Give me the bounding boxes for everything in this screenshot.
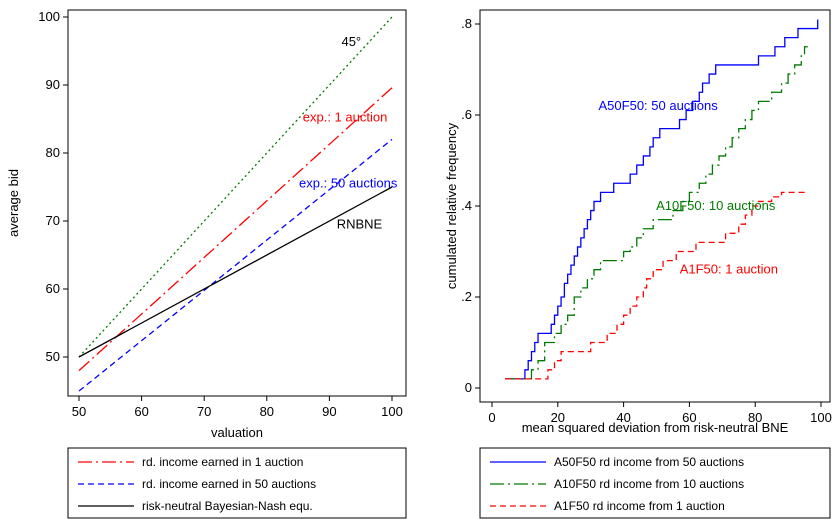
x-tick-label: 40 [616,410,630,425]
y-tick-label: .6 [461,107,472,122]
y-tick-label: 60 [46,281,60,296]
legend: A50F50 rd income from 50 auctions A10F50 … [479,447,831,519]
series-a1 [505,191,808,380]
legend-label-exp50: rd. income earned in 50 auctions [142,477,316,491]
panel-2: 0 .2 .4 .6 .8 0 20 40 60 80 100 cumulated relative … [444,9,832,519]
x-axis-label: mean squared deviation from risk-neutral… [522,420,789,435]
annotation-aa10: A10F50: 10 auctions [656,198,776,213]
series-deg45 [78,16,393,358]
plot-frame [67,9,407,397]
y-tick-label: 90 [46,77,60,92]
x-axis-label: valuation [211,425,263,440]
y-axis-label: average bid [6,169,21,237]
x-tick-label: 60 [682,410,696,425]
series-rnbne [78,186,393,358]
legend: rd. income earned in 1 auction rd. income… [67,447,407,519]
x-tick-label: 80 [748,410,762,425]
panel-1: 50 60 70 80 90 100 50 60 70 80 90 100 average bid val… [6,9,407,519]
y-tick-label: .4 [461,198,472,213]
legend-frame [479,447,831,519]
legend-label-a1: A1F50 rd income from 1 auction [554,499,725,513]
series-a10 [505,46,808,380]
annotation-aexp1: exp.: 1 auction [303,110,388,125]
series-exp1 [78,87,393,372]
legend-label-a50: A50F50 rd income from 50 auctions [554,455,744,469]
y-tick-label: .2 [461,289,472,304]
series-exp50 [78,138,393,392]
annotation-aa50: A50F50: 50 auctions [599,98,719,113]
plot-frame [479,9,831,403]
x-tick-label: 100 [381,404,403,419]
y-tick-label: 80 [46,145,60,160]
annotation-aexp50: exp.: 50 auctions [299,176,398,191]
x-tick-label: 0 [488,410,495,425]
x-tick-label: 50 [72,404,86,419]
x-tick-label: 60 [134,404,148,419]
annotation-aa1: A1F50: 1 auction [680,262,778,277]
y-tick-label: 70 [46,213,60,228]
x-tick-label: 100 [810,410,832,425]
x-tick-label: 20 [551,410,565,425]
y-tick-label: .8 [461,16,472,31]
legend-label-rnbne: risk-neutral Bayesian-Nash equ. [142,499,313,513]
y-tick-label: 50 [46,349,60,364]
annotation-a45: 45° [341,34,361,49]
y-axis-label: cumulated relative frequency [444,122,459,289]
x-tick-label: 70 [197,404,211,419]
x-tick-label: 90 [322,404,336,419]
y-tick-label: 0 [465,380,472,395]
x-tick-label: 80 [260,404,274,419]
series-a50 [505,19,819,380]
legend-label-exp1: rd. income earned in 1 auction [142,455,303,469]
annotation-arn: RNBNE [337,216,383,231]
legend-label-a10: A10F50 rd income from 10 auctions [554,477,744,491]
y-tick-label: 100 [38,9,60,24]
